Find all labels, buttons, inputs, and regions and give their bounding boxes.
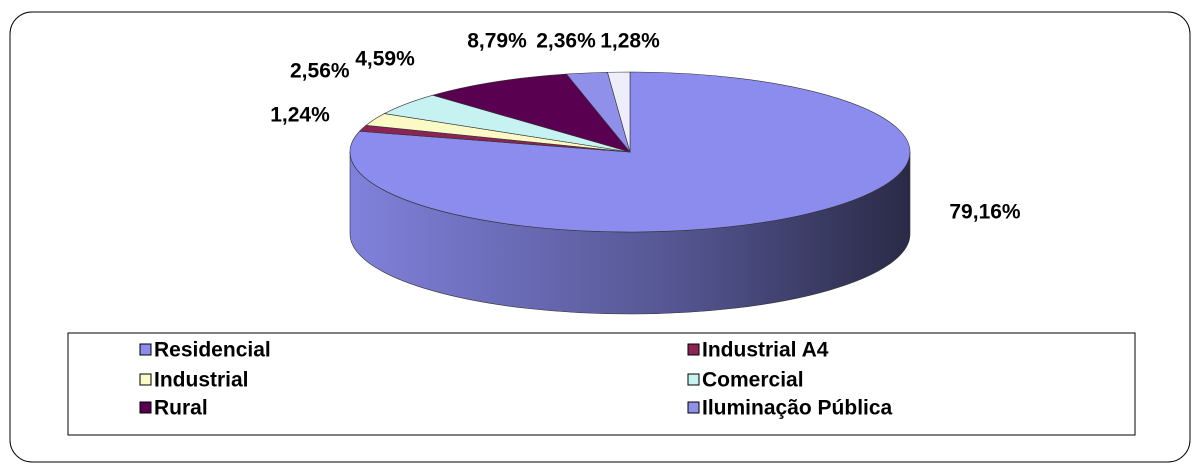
legend-label: Industrial <box>154 369 249 392</box>
value-label: 2,36% <box>536 30 596 53</box>
value-label: 2,56% <box>290 60 350 83</box>
value-label: 8,79% <box>467 30 527 53</box>
legend-label: Comercial <box>702 369 804 392</box>
value-label: 1,24% <box>270 104 330 127</box>
value-label: 4,59% <box>355 48 415 71</box>
legend-swatch <box>139 343 152 356</box>
value-label: 1,28% <box>600 30 660 53</box>
legend-box <box>67 332 1136 436</box>
pie-slice <box>431 73 631 153</box>
legend-label: Iluminação Pública <box>702 397 893 420</box>
value-label: 79,16% <box>949 201 1021 224</box>
legend-swatch <box>687 343 700 356</box>
legend-swatch <box>687 401 700 414</box>
legend-label: Industrial A4 <box>702 339 829 362</box>
legend-label: Rural <box>154 397 208 420</box>
legend-swatch <box>687 373 700 386</box>
legend-label: Residencial <box>154 339 271 362</box>
legend-swatch <box>139 373 152 386</box>
pie-slice <box>607 71 631 153</box>
legend-swatch <box>139 401 152 414</box>
